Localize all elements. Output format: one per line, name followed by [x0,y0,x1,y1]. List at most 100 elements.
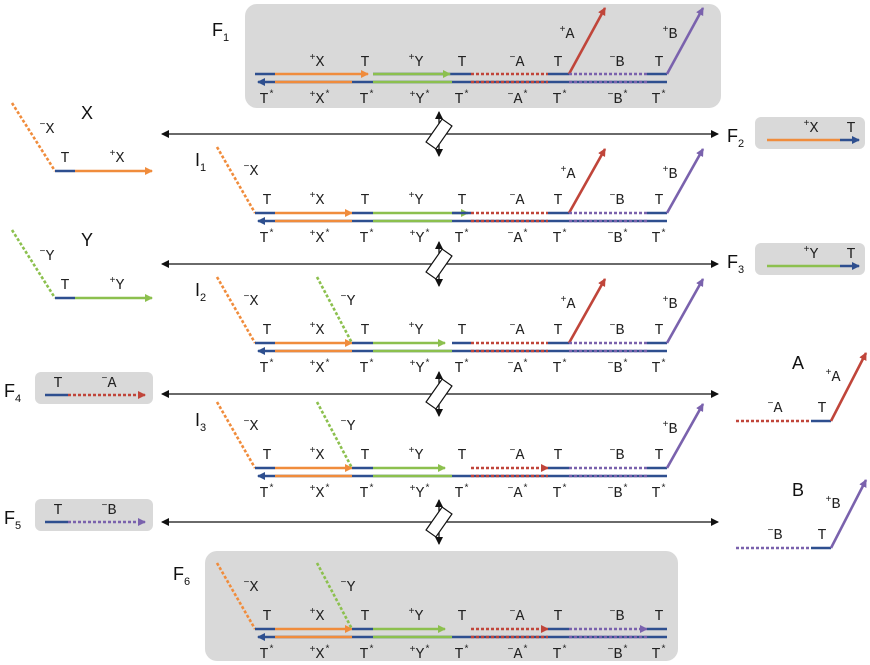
i3-label-t1-core: T [259,485,268,502]
i1-label-a: −A* [507,228,528,247]
f5-label-index: 5 [15,520,21,532]
f1-y-label-core: Y [415,54,424,71]
f1-label-y: +Y* [409,89,430,108]
f1-label-a: −A* [507,89,528,108]
i2-b-arm-label-sign: + [662,295,668,306]
f5-label: F5 [4,508,21,532]
i1-label-a-star: * [523,228,529,240]
f4-label: F4 [4,381,21,405]
rxn-1-break-mark [425,118,453,150]
species-b-dangle-label: −B [767,526,782,544]
species-y-dangle [10,229,57,299]
f6-label-x: +X* [309,644,330,663]
i3-t-label-2: T [360,447,369,464]
i3-b-label-sign: − [609,446,615,457]
species-b-t-label: T [817,527,826,544]
i2-t-label-5-core: T [654,322,663,339]
f4-label-index: 4 [15,393,21,405]
i2-y-dangle-label-sign: − [340,292,346,303]
f6-label-t4: T* [552,644,567,663]
f1-x-label-sign: + [309,53,315,64]
i3-x-dangle-label-sign: − [243,417,249,428]
i3-t-label-3: T [457,447,466,464]
species-x-t-label-core: T [60,150,69,167]
f6-label-a-sign: − [507,645,513,656]
i1-x-dangle-label: −X [243,162,258,180]
f1-x-label: +X [309,53,324,71]
f6-label-t3: T* [454,644,469,663]
species-x-domain-label-core: X [116,150,125,167]
f6-t-label-5-core: T [654,608,663,625]
f6-label-a: −A* [507,644,528,663]
i1-y-label: +Y [408,191,423,209]
i2-t-label-5: T [654,322,663,339]
f1-t-label-5: T [654,54,663,71]
f1-b-arm-label-sign: + [662,25,668,36]
i1-y-label-sign: + [408,191,414,202]
i3-label-x-star: * [325,483,331,495]
i2-x-label: +X [309,321,324,339]
i3-label-b-sign: − [607,484,613,495]
i1-a-label-core: A [516,192,525,209]
f1-b-arm-label-core: B [669,26,678,43]
i3-t-label-4: T [553,447,562,464]
species-a-arm-label-sign: + [825,368,831,379]
f5-domain-label-sign: − [101,501,107,512]
f1-b-label: −B [609,53,624,71]
species-x-dangle-label-sign: − [39,120,45,131]
f1-label-t5-star: * [661,89,667,101]
i3-label-t3: T* [454,483,469,502]
i1-label-t1: T* [259,228,274,247]
i3-label-t2-core: T [359,485,368,502]
f1-label-t4-core: T [552,91,561,108]
f3-domain-label-core: Y [810,246,819,263]
f1-label-t2-star: * [369,89,375,101]
f1-label-x-star: * [325,89,331,101]
f6-label-a-core: A [513,646,522,663]
f1-a-label: −A [509,53,524,71]
f1-a-label-sign: − [509,53,515,64]
i1-label-b: −B* [607,228,628,247]
species-b-t-label-core: T [817,527,826,544]
f2-t-label-core: T [846,120,855,137]
f6-y-dangle-label-core: Y [347,579,356,596]
i2-label-b-sign: − [607,359,613,370]
i3-y-label-core: Y [415,447,424,464]
i3-label-y-core: Y [415,485,424,502]
f4-domain-label-sign: − [101,374,107,385]
i1-a-arm-label-sign: + [560,165,566,176]
f6-a-label-core: A [516,608,525,625]
i3-a-label: −A [509,446,524,464]
f1-a-arm-label-core: A [566,26,575,43]
i2-b-label-sign: − [609,321,615,332]
i2-label-t4-star: * [562,358,568,370]
i1-label-t3: T* [454,228,469,247]
i3-t-label-3-core: T [457,447,466,464]
i1-label-t5-core: T [651,230,660,247]
i3-label-b-core: B [613,485,622,502]
i3-t-label-5-core: T [654,447,663,464]
i2-label-y-sign: + [409,359,415,370]
species-y-domain-label-core: Y [116,277,125,294]
f3-domain-label: +Y [803,245,818,263]
species-y-name: Y [81,230,93,250]
species-y-domain-label-sign: + [109,276,115,287]
f6-label-b: −B* [607,644,628,663]
f6-label-y: +Y* [409,644,430,663]
i1-label-x: +X* [309,228,330,247]
i2-a-label-sign: − [509,321,515,332]
f1-label-y-core: Y [415,91,424,108]
f1-label-b-core: B [613,91,622,108]
species-y-domain-label: +Y [109,276,124,294]
f1-t-label-2: T [360,54,369,71]
f4-domain-label: −A [101,374,116,392]
i3-label-a: −A* [507,483,528,502]
f6-y-label: +Y [408,607,423,625]
i1-t-label-5: T [654,192,663,209]
i2-label-b: −B* [607,358,628,377]
i2-b-arm-label: +B [662,295,677,313]
species-x-t-label: T [60,150,69,167]
f4-label-letter: F [4,381,15,401]
f1-label-letter: F [212,20,223,40]
i2-x-dangle-label-core: X [250,293,259,310]
